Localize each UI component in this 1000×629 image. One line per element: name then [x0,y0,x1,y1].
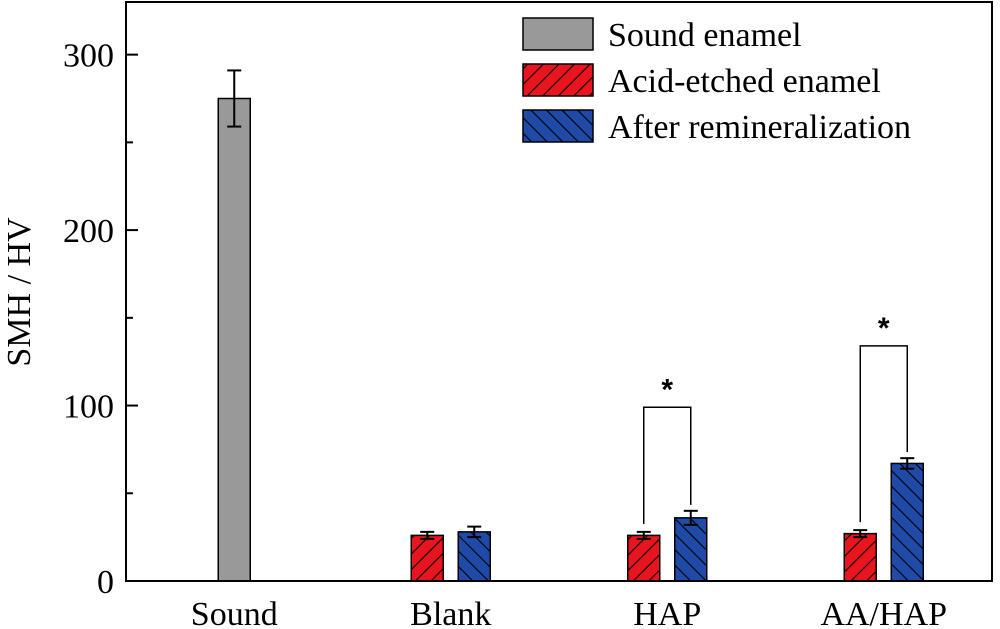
y-tick-label: 100 [63,389,114,426]
x-tick-label: HAP [633,596,701,629]
legend-swatch [522,17,594,51]
bar [410,534,444,582]
y-tick-label: 300 [63,38,114,75]
y-axis-title: SMH / HV [1,217,38,367]
legend-label: After remineralization [608,109,911,146]
bar [217,97,251,582]
legend-label: Acid-etched enamel [608,63,881,100]
significance-label: * [661,373,673,406]
significance-bracket [643,406,692,524]
legend-swatch [522,109,594,143]
bar [843,532,877,582]
x-tick-label: Sound [191,596,278,629]
plot-area: 0 100 200 300 Sound Blank HAP AA/HAP * * [63,38,947,629]
bar [457,531,491,582]
bar [627,534,661,582]
x-tick-label: AA/HAP [820,596,947,629]
plot-frame [125,1,993,582]
significance-bracket [859,345,908,523]
bar [674,517,708,582]
y-tick-label: 0 [97,564,114,601]
legend: Sound enamel Acid-etched enamel After remi… [522,17,911,146]
x-tick-label: Blank [410,596,491,629]
y-tick-label: 200 [63,213,114,250]
legend-swatch [522,63,594,97]
legend-label: Sound enamel [608,17,802,54]
bar [890,462,924,582]
significance-label: * [878,312,890,345]
